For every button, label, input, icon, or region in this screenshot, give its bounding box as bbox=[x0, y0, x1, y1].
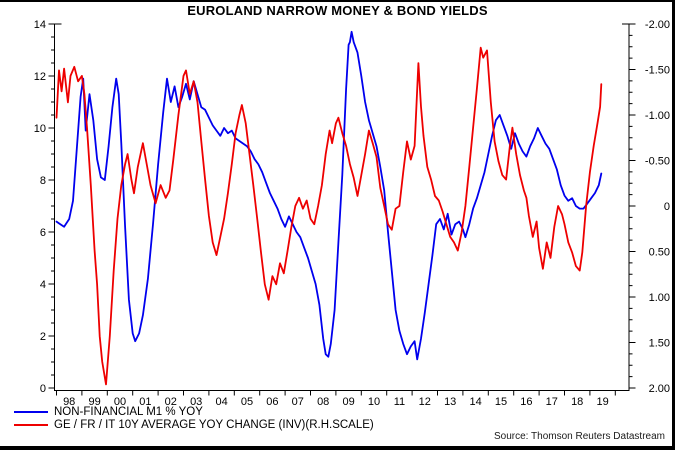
x-tick-label: 11 bbox=[394, 396, 405, 408]
y-right-tick-label: -0.50 bbox=[645, 156, 670, 168]
x-tick-label: 01 bbox=[139, 396, 151, 408]
y-right-tick-label: 2.00 bbox=[649, 383, 670, 395]
chart-legend: NON-FINANCIAL M1 % YOY GE / FR / IT 10Y … bbox=[14, 405, 374, 431]
x-tick-label: 18 bbox=[571, 396, 583, 408]
x-tick-label: 13 bbox=[444, 396, 456, 408]
source-attribution: Source: Thomson Reuters Datastream bbox=[493, 431, 665, 442]
y-right-tick-label: -1.00 bbox=[645, 110, 670, 122]
x-tick-label: 99 bbox=[88, 396, 100, 408]
x-tick-label: 00 bbox=[114, 396, 126, 408]
x-tick-label: 15 bbox=[495, 396, 507, 408]
m1-line-swatch bbox=[14, 410, 48, 413]
y-right-tick-label: -2.00 bbox=[645, 19, 670, 31]
x-tick-label: 16 bbox=[520, 396, 532, 408]
x-tick-label: 19 bbox=[596, 396, 608, 408]
x-tick-label: 06 bbox=[266, 396, 278, 408]
x-tick-label: 02 bbox=[165, 396, 177, 408]
y-right-tick-label: 0.50 bbox=[649, 247, 670, 259]
y-left-tick-label: 10 bbox=[34, 123, 46, 135]
y-right-tick-label: -1.50 bbox=[645, 65, 670, 77]
y-left-tick-label: 8 bbox=[40, 175, 46, 187]
x-tick-label: 17 bbox=[546, 396, 558, 408]
legend-label-m1: NON-FINANCIAL M1 % YOY bbox=[54, 405, 203, 418]
chart-title: EUROLAND NARROW MONEY & BOND YIELDS bbox=[187, 3, 488, 18]
x-tick-label: 10 bbox=[368, 396, 380, 408]
y-left-tick-label: 0 bbox=[40, 383, 46, 395]
legend-item-m1: NON-FINANCIAL M1 % YOY bbox=[14, 405, 374, 418]
x-tick-label: 07 bbox=[292, 396, 304, 408]
window-top-edge bbox=[0, 0, 675, 2]
y-right-tick-label: 0 bbox=[664, 201, 670, 213]
x-tick-label: 08 bbox=[317, 396, 329, 408]
x-tick-label: 04 bbox=[215, 396, 227, 408]
y-left-tick-label: 14 bbox=[34, 19, 46, 31]
legend-label-bond-yields: GE / FR / IT 10Y AVERAGE YOY CHANGE (INV… bbox=[54, 418, 374, 431]
window-right-edge bbox=[672, 0, 675, 450]
y-right-tick-label: 1.00 bbox=[649, 292, 670, 304]
x-tick-label: 98 bbox=[63, 396, 75, 408]
y-left-tick-label: 6 bbox=[40, 227, 46, 239]
y-right-tick-label: 1.50 bbox=[649, 338, 670, 350]
x-tick-label: 03 bbox=[190, 396, 202, 408]
x-tick-label: 14 bbox=[469, 396, 481, 408]
series-line-bond-yield bbox=[55, 46, 603, 386]
x-tick-label: 05 bbox=[241, 396, 253, 408]
series-line-m1 bbox=[55, 30, 603, 361]
y-left-tick-label: 12 bbox=[34, 71, 46, 83]
bond-yield-line-swatch bbox=[14, 423, 48, 426]
y-left-tick-label: 2 bbox=[40, 331, 46, 343]
legend-item-bond-yields: GE / FR / IT 10Y AVERAGE YOY CHANGE (INV… bbox=[14, 418, 374, 431]
y-left-tick-label: 4 bbox=[40, 279, 46, 291]
x-tick-label: 09 bbox=[342, 396, 354, 408]
axis-frame bbox=[54, 23, 630, 391]
x-tick-label: 12 bbox=[419, 396, 431, 408]
window-bottom-edge bbox=[0, 446, 675, 450]
